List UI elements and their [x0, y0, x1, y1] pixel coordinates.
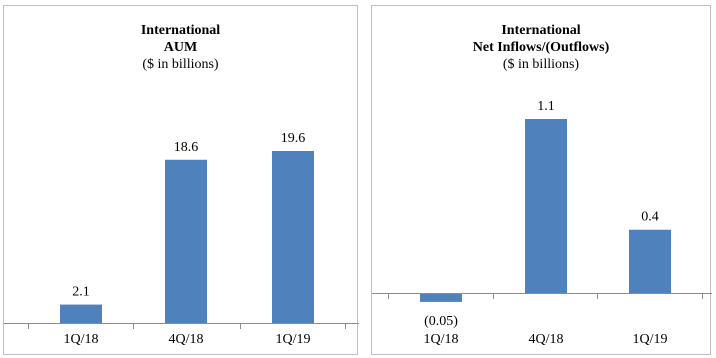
aum-bar-chart: 2.1 1Q/18 18.6 4Q/18 19.6 1Q/19 [4, 131, 359, 347]
data-label: 19.6 [281, 131, 306, 146]
data-label: (0.05) [424, 314, 458, 329]
bar [165, 159, 207, 323]
category-label: 4Q/18 [529, 332, 564, 347]
chart-panel-net-flows: International Net Inflows/(Outflows) ($ … [371, 5, 712, 355]
bar [629, 229, 671, 293]
category-label: 1Q/18 [424, 332, 459, 347]
data-label: 0.4 [641, 210, 659, 225]
chart-panel-aum: International AUM ($ in billions) 2.1 1Q/… [3, 5, 359, 355]
chart-subtitle: AUM [163, 40, 198, 55]
bar [60, 304, 102, 323]
category-label: 1Q/19 [276, 332, 311, 347]
category-label: 1Q/19 [633, 332, 668, 347]
category-label: 1Q/18 [64, 332, 99, 347]
data-label: 1.1 [537, 99, 555, 114]
chart-units: ($ in billions) [502, 57, 580, 72]
chart-subtitle: Net Inflows/(Outflows) [472, 40, 610, 55]
chart-title-block: International Net Inflows/(Outflows) ($ … [372, 22, 710, 73]
bar [420, 294, 462, 302]
chart-title: International [501, 23, 581, 38]
bar [525, 119, 567, 293]
data-label: 18.6 [174, 140, 199, 155]
category-label: 4Q/18 [169, 332, 204, 347]
chart-title-block: International AUM ($ in billions) [4, 22, 357, 73]
chart-units: ($ in billions) [142, 57, 219, 72]
chart-title: International [140, 23, 221, 38]
net-flows-bar-chart: (0.05) 1Q/18 1.1 4Q/18 0.4 1Q/19 [372, 99, 712, 347]
bar [272, 151, 314, 323]
data-label: 2.1 [72, 285, 90, 300]
